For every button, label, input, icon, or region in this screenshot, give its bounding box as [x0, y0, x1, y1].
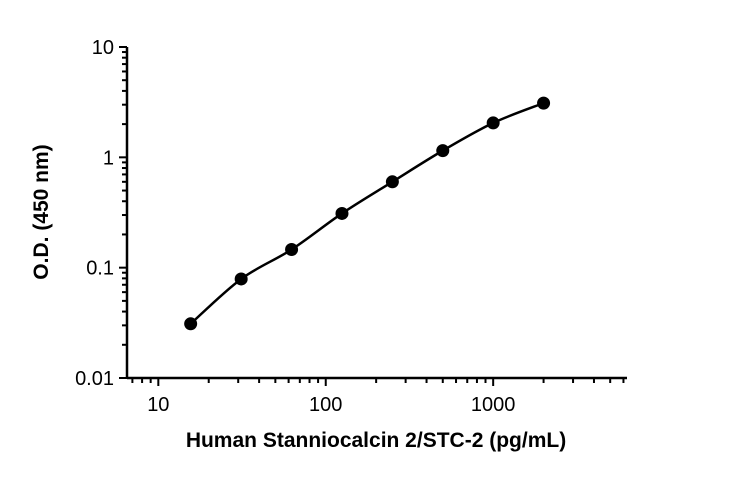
x-axis-ticks: 10 100 1000	[131, 378, 625, 416]
data-point	[436, 144, 450, 158]
y-tick-label: 1	[103, 147, 114, 169]
x-axis-title: Human Stanniocalcin 2/STC-2 (pg/mL)	[186, 429, 566, 452]
data-point	[285, 243, 299, 257]
data-points	[184, 96, 551, 331]
fit-curve	[189, 101, 545, 325]
data-point	[385, 175, 399, 189]
x-tick-label: 1000	[471, 394, 516, 416]
x-tick-label: 100	[309, 394, 342, 416]
x-tick-label: 10	[147, 394, 169, 416]
data-point	[537, 96, 551, 110]
axes	[125, 47, 627, 380]
y-axis-title: O.D. (450 nm)	[30, 144, 53, 279]
data-point	[234, 272, 248, 286]
data-point	[184, 317, 198, 331]
y-tick-label: 0.01	[75, 368, 114, 390]
y-tick-label: 0.1	[86, 258, 114, 280]
data-point	[335, 206, 349, 220]
y-axis-ticks: 0.01 0.1 1 10	[75, 37, 127, 390]
data-point	[486, 116, 500, 130]
y-tick-label: 10	[92, 37, 114, 59]
